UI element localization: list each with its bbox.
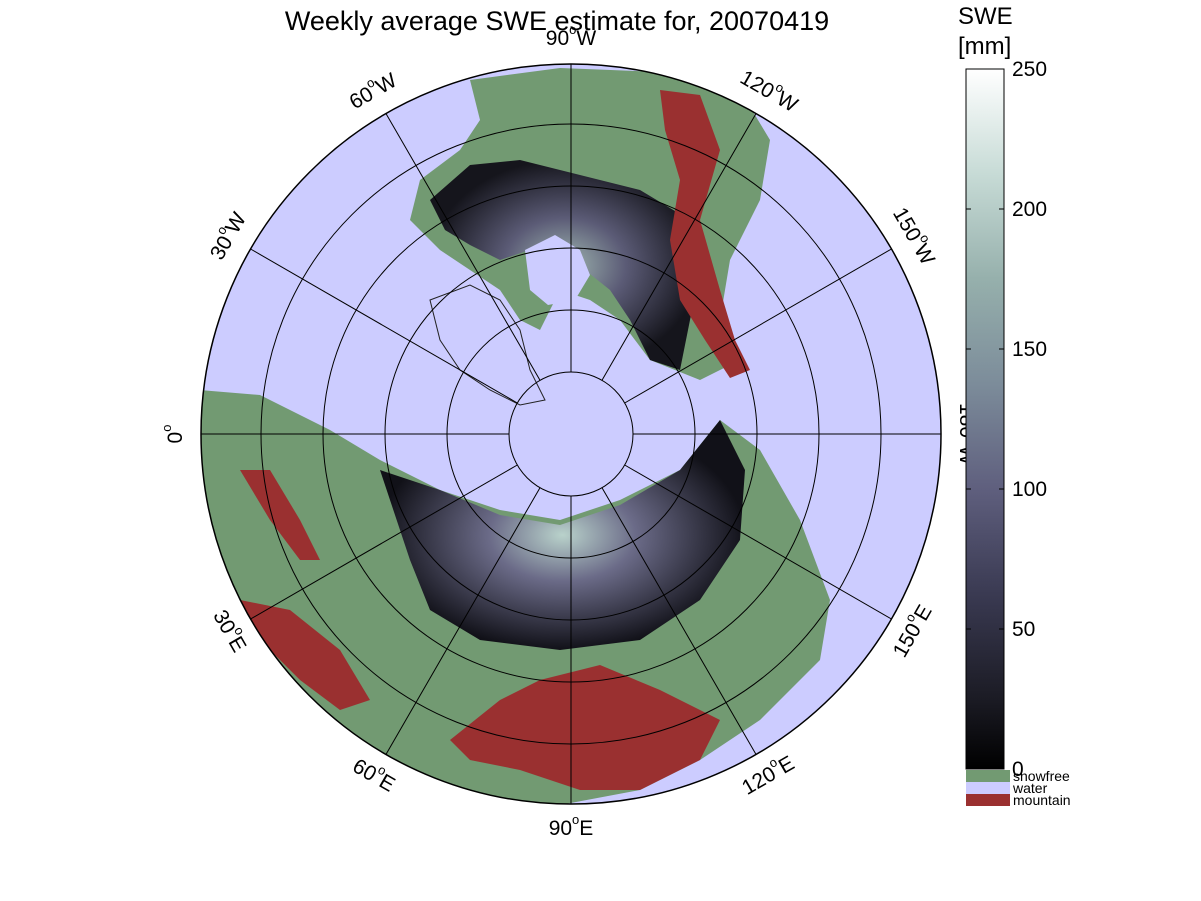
mountain-europe bbox=[240, 600, 370, 710]
longitude-label: 30oW bbox=[202, 206, 251, 263]
meridian-line bbox=[250, 248, 518, 404]
water-hudson-bay bbox=[525, 235, 590, 305]
legend-label: water bbox=[1012, 780, 1048, 796]
meridian-line bbox=[624, 464, 892, 620]
longitude-label: 90oE bbox=[549, 812, 594, 839]
landmass-greenland bbox=[429, 284, 546, 406]
longitude-label: 60oW bbox=[343, 65, 400, 114]
colorbar-tick-label: 150 bbox=[1012, 338, 1047, 361]
colorbar-tick-label: 100 bbox=[1012, 478, 1047, 501]
meridian-line bbox=[385, 113, 541, 381]
longitude-label: 90oW bbox=[546, 22, 597, 49]
colorbar-label-line1: SWE bbox=[958, 3, 1013, 30]
legend-swatch bbox=[966, 770, 1010, 782]
colorbar-tick-label: 0 bbox=[1012, 758, 1024, 781]
meridian-line bbox=[385, 487, 541, 755]
legend-swatch bbox=[966, 782, 1010, 794]
colorbar: SWE [mm] 0 50 100 150 200 250 snowfreewatermo… bbox=[958, 3, 1071, 808]
colorbar-label-line2: [mm] bbox=[958, 33, 1011, 60]
colorbar-tick-label: 250 bbox=[1012, 58, 1047, 81]
mountain-rockies bbox=[660, 90, 750, 378]
meridians bbox=[201, 64, 941, 804]
meridian-line bbox=[601, 487, 757, 755]
globe-border bbox=[200, 63, 942, 805]
map-title: Weekly average SWE estimate for, 2007041… bbox=[285, 6, 829, 36]
colorbar-ticks: 0 50 100 150 200 250 bbox=[966, 58, 1047, 781]
longitude-label: 0o bbox=[159, 425, 186, 444]
polar-map: 90oW120oW150oW180oW150oE120oE90oE60oE30o… bbox=[159, 22, 982, 839]
meridian-line bbox=[250, 464, 518, 620]
meridian-line bbox=[601, 113, 757, 381]
legend-label: snowfree bbox=[1013, 768, 1070, 784]
colorbar-tick-label: 200 bbox=[1012, 198, 1047, 221]
legend-swatch bbox=[966, 794, 1010, 806]
snow-north-america bbox=[430, 160, 700, 370]
snow-eurasia bbox=[380, 420, 745, 650]
colorbar-tick-label: 50 bbox=[1012, 618, 1035, 641]
mountain-scandinavia bbox=[240, 470, 320, 560]
meridian-line bbox=[624, 248, 892, 404]
legend-label: mountain bbox=[1013, 792, 1071, 808]
colorbar-gradient bbox=[965, 68, 1005, 770]
mountain-central-asia bbox=[450, 665, 720, 790]
